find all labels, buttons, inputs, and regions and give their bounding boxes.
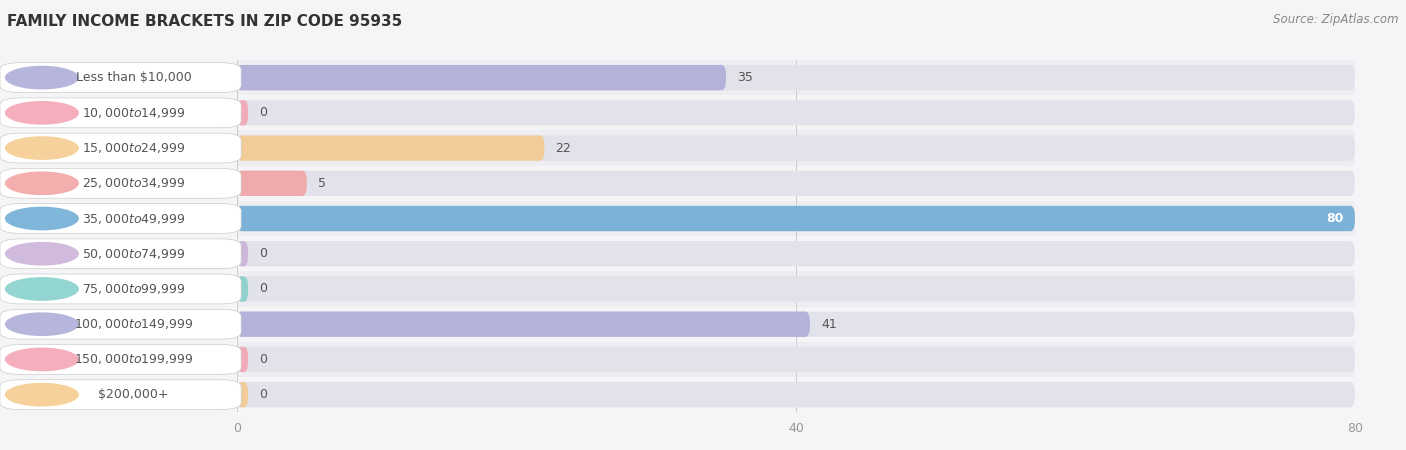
Bar	[238, 130, 1355, 166]
Text: $25,000 to $34,999: $25,000 to $34,999	[82, 176, 186, 190]
Bar	[238, 271, 1355, 306]
FancyBboxPatch shape	[238, 135, 1355, 161]
Text: $35,000 to $49,999: $35,000 to $49,999	[82, 212, 186, 225]
Bar	[238, 236, 1355, 271]
FancyBboxPatch shape	[238, 382, 247, 407]
Text: 41: 41	[821, 318, 837, 331]
Bar	[238, 342, 1355, 377]
FancyBboxPatch shape	[238, 171, 1355, 196]
FancyBboxPatch shape	[238, 241, 247, 266]
FancyBboxPatch shape	[238, 382, 1355, 407]
Bar	[238, 201, 1355, 236]
Bar	[238, 306, 1355, 342]
FancyBboxPatch shape	[238, 276, 247, 302]
FancyBboxPatch shape	[238, 100, 247, 126]
Text: Less than $10,000: Less than $10,000	[76, 71, 191, 84]
FancyBboxPatch shape	[238, 65, 725, 90]
Text: $200,000+: $200,000+	[98, 388, 169, 401]
FancyBboxPatch shape	[238, 171, 307, 196]
FancyBboxPatch shape	[238, 347, 1355, 372]
Text: $15,000 to $24,999: $15,000 to $24,999	[82, 141, 186, 155]
Text: $150,000 to $199,999: $150,000 to $199,999	[75, 352, 194, 366]
FancyBboxPatch shape	[238, 135, 544, 161]
Text: $50,000 to $74,999: $50,000 to $74,999	[82, 247, 186, 261]
FancyBboxPatch shape	[238, 311, 1355, 337]
FancyBboxPatch shape	[238, 206, 1355, 231]
Text: 80: 80	[1326, 212, 1344, 225]
Bar	[238, 60, 1355, 95]
Bar	[238, 95, 1355, 130]
FancyBboxPatch shape	[238, 241, 1355, 266]
Bar	[238, 377, 1355, 412]
FancyBboxPatch shape	[238, 347, 247, 372]
Text: 5: 5	[318, 177, 326, 190]
FancyBboxPatch shape	[238, 276, 1355, 302]
FancyBboxPatch shape	[238, 311, 810, 337]
FancyBboxPatch shape	[238, 100, 1355, 126]
Text: 0: 0	[259, 388, 267, 401]
Text: $100,000 to $149,999: $100,000 to $149,999	[75, 317, 194, 331]
Text: FAMILY INCOME BRACKETS IN ZIP CODE 95935: FAMILY INCOME BRACKETS IN ZIP CODE 95935	[7, 14, 402, 28]
Text: 0: 0	[259, 353, 267, 366]
Text: 0: 0	[259, 247, 267, 260]
Text: Source: ZipAtlas.com: Source: ZipAtlas.com	[1274, 14, 1399, 27]
Text: 0: 0	[259, 106, 267, 119]
Text: $10,000 to $14,999: $10,000 to $14,999	[82, 106, 186, 120]
FancyBboxPatch shape	[238, 65, 1355, 90]
FancyBboxPatch shape	[238, 206, 1355, 231]
Text: 35: 35	[737, 71, 754, 84]
Bar	[238, 166, 1355, 201]
Text: $75,000 to $99,999: $75,000 to $99,999	[82, 282, 186, 296]
Text: 0: 0	[259, 283, 267, 296]
Text: 22: 22	[555, 142, 571, 154]
